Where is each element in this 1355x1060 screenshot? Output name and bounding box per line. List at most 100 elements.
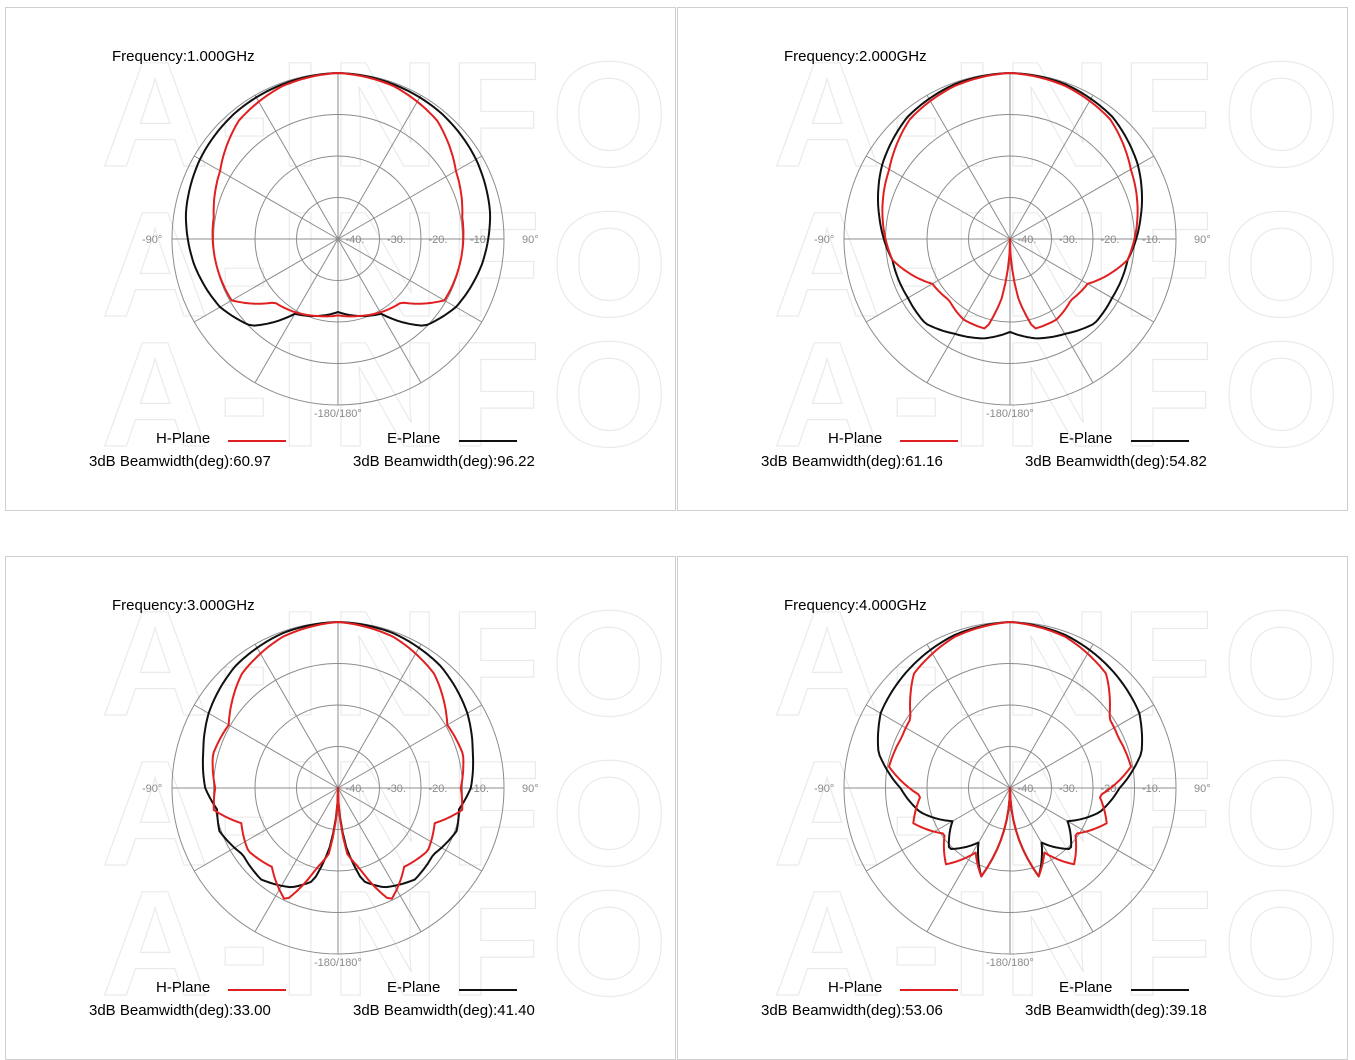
- e-plane-beamwidth: 3dB Beamwidth(deg):96.22: [353, 453, 535, 470]
- chart-panel-3ghz: A-INFO A-INFO A-INFO -40. -30. -20. -10. -90° 90…: [5, 556, 676, 1060]
- h-plane-legend-line: [228, 440, 286, 442]
- h-plane-curve: [211, 72, 465, 318]
- h-plane-beamwidth: 3dB Beamwidth(deg):33.00: [89, 1002, 271, 1019]
- grid-spoke: [926, 787, 1011, 933]
- grid-spoke: [337, 238, 483, 323]
- ring-label: -40.: [346, 234, 365, 246]
- e-plane-legend-name: E-Plane: [387, 430, 441, 447]
- grid-spoke: [926, 94, 1011, 240]
- frequency-label: Frequency:1.000GHz: [112, 48, 255, 65]
- ring-label: -20.: [429, 783, 448, 795]
- grid-spoke: [254, 238, 339, 384]
- polar-chart: -40. -30. -20. -10. -90° 90° -180/180°: [814, 72, 1211, 420]
- polar-chart: -40. -30. -20. -10.-90° 90°-180/180°: [142, 621, 539, 969]
- e-plane-beamwidth: 3dB Beamwidth(deg):41.40: [353, 1002, 535, 1019]
- h-plane-beamwidth: 3dB Beamwidth(deg):53.06: [761, 1002, 943, 1019]
- grid-spoke: [1009, 238, 1155, 323]
- grid-spoke: [1009, 787, 1155, 872]
- ring-label: -20.: [429, 234, 448, 246]
- ring-label: -30.: [1059, 783, 1078, 795]
- grid-spoke: [1009, 643, 1094, 789]
- frequency-label: Frequency:3.000GHz: [112, 597, 255, 614]
- h-plane-beamwidth: 3dB Beamwidth(deg):61.16: [761, 453, 943, 470]
- e-plane-legend-name: E-Plane: [1059, 430, 1113, 447]
- e-plane-legend-line: [459, 989, 517, 991]
- grid-spoke: [865, 238, 1011, 323]
- angle-label-180: -180/180°: [314, 408, 362, 420]
- angle-label-180: -180/180°: [986, 408, 1034, 420]
- angle-label-90: 90°: [1194, 783, 1211, 795]
- angle-label-minus90: -90°: [814, 783, 834, 795]
- ring-label: -10.: [470, 234, 489, 246]
- ring-label: -40.: [1018, 234, 1037, 246]
- ring-label: -30.: [387, 234, 406, 246]
- e-plane-legend-line: [459, 440, 517, 442]
- angle-label-minus90: -90°: [142, 234, 162, 246]
- e-plane-beamwidth: 3dB Beamwidth(deg):54.82: [1025, 453, 1207, 470]
- grid-spoke: [926, 643, 1011, 789]
- e-plane-legend-name: E-Plane: [1059, 979, 1113, 996]
- grid-spoke: [254, 787, 339, 933]
- ring-label: -20.: [1101, 234, 1120, 246]
- ring-label: -30.: [387, 783, 406, 795]
- grid-spoke: [193, 787, 339, 872]
- grid-spoke: [254, 643, 339, 789]
- grid-spoke: [337, 704, 483, 789]
- grid-spoke: [865, 704, 1011, 789]
- grid-spoke: [865, 155, 1011, 240]
- grid-spoke: [865, 787, 1011, 872]
- grid-spoke: [1009, 155, 1155, 240]
- grid-spoke: [337, 238, 422, 384]
- h-plane-curve: [881, 72, 1139, 330]
- chart-panel-4ghz: A-INFO A-INFO A-INFO -40. -30. -20. -10. -90° 90…: [677, 556, 1348, 1060]
- angle-label-90: 90°: [522, 783, 539, 795]
- h-plane-legend-line: [900, 989, 958, 991]
- e-plane-curve: [184, 72, 492, 327]
- grid-spoke: [926, 238, 1011, 384]
- angle-label-minus90: -90°: [142, 783, 162, 795]
- grid-spoke: [337, 787, 483, 872]
- h-plane-beamwidth: 3dB Beamwidth(deg):60.97: [89, 453, 271, 470]
- grid-spoke: [337, 94, 422, 240]
- chart-panel-1ghz: A-INFO A-INFO A-INFO -40. -30. -20. -10. -90° 90…: [5, 7, 676, 511]
- chart-panel-2ghz: A-INFO A-INFO A-INFO -40. -30. -20. -10. -90° 90…: [677, 7, 1348, 511]
- ring-label: -40.: [346, 783, 365, 795]
- angle-label-minus90: -90°: [814, 234, 834, 246]
- grid-spoke: [337, 155, 483, 240]
- frequency-label: Frequency:4.000GHz: [784, 597, 927, 614]
- frequency-label: Frequency:2.000GHz: [784, 48, 927, 65]
- grid-spoke: [1009, 787, 1094, 933]
- h-plane-legend-name: H-Plane: [828, 979, 883, 996]
- ring-label: -30.: [1059, 234, 1078, 246]
- e-plane-beamwidth: 3dB Beamwidth(deg):39.18: [1025, 1002, 1207, 1019]
- h-plane-legend-line: [900, 440, 958, 442]
- h-plane-curve: [888, 621, 1132, 878]
- ring-label: -10.: [1142, 234, 1161, 246]
- ring-label: -10.: [1142, 783, 1161, 795]
- angle-label-90: 90°: [1194, 234, 1211, 246]
- h-plane-curve: [211, 621, 465, 900]
- ring-label: -10.: [470, 783, 489, 795]
- e-plane-curve: [877, 72, 1143, 340]
- angle-label-90: 90°: [522, 234, 539, 246]
- polar-chart: -40. -30. -20. -10.-90° 90°-180/180°: [814, 621, 1211, 969]
- e-plane-legend-line: [1131, 440, 1189, 442]
- grid-spoke: [1009, 238, 1094, 384]
- h-plane-legend-name: H-Plane: [828, 430, 883, 447]
- angle-label-180: -180/180°: [986, 957, 1034, 969]
- grid-spoke: [337, 787, 422, 933]
- h-plane-legend-name: H-Plane: [156, 979, 211, 996]
- grid-spoke: [337, 643, 422, 789]
- grid-spoke: [254, 94, 339, 240]
- ring-label: -40.: [1018, 783, 1037, 795]
- h-plane-legend-line: [228, 989, 286, 991]
- h-plane-legend-name: H-Plane: [156, 430, 211, 447]
- grid-spoke: [1009, 704, 1155, 789]
- grid-spoke: [1009, 94, 1094, 240]
- grid-spoke: [193, 155, 339, 240]
- polar-chart: -40. -30. -20. -10. -90° 90° -180/180°: [142, 72, 539, 420]
- e-plane-legend-name: E-Plane: [387, 979, 441, 996]
- grid-spoke: [193, 238, 339, 323]
- e-plane-legend-line: [1131, 989, 1189, 991]
- grid-spoke: [193, 704, 339, 789]
